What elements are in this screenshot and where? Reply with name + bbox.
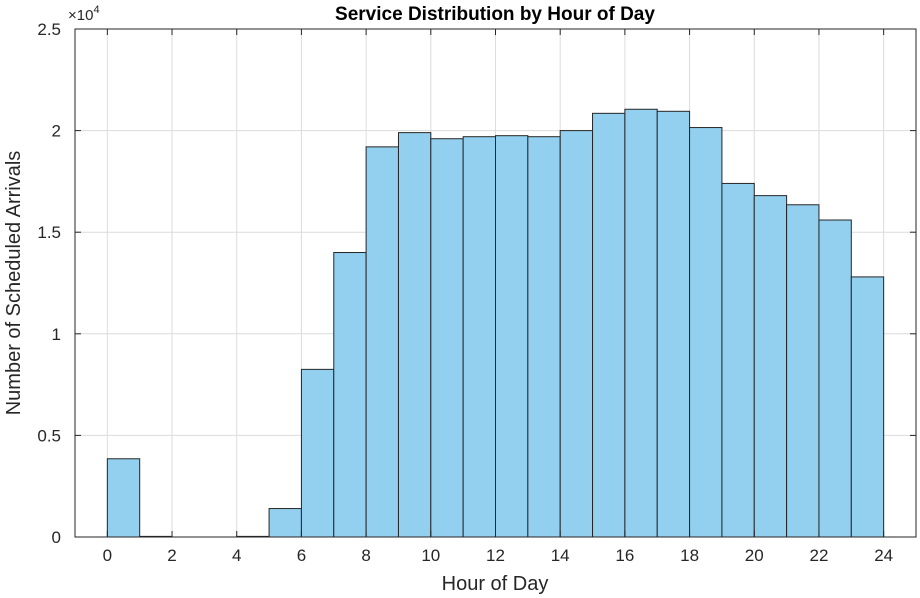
bar-hour-22 — [818, 219, 852, 538]
x-tick-label: 12 — [486, 546, 505, 565]
bar-hour-16 — [624, 108, 658, 538]
x-tick-labels: 0 2 4 6 8 10 12 14 16 18 20 22 24 — [103, 546, 894, 565]
bar-hour-20 — [753, 195, 788, 538]
axis-ticks — [75, 28, 916, 538]
y-exponent-power: 4 — [93, 4, 99, 16]
y-tick-labels: 0 0.5 1 1.5 2 2.5 — [37, 20, 61, 547]
bars — [106, 108, 885, 538]
x-axis-label: Hour of Day — [442, 573, 549, 595]
bar-hour-18 — [689, 127, 723, 538]
x-tick-label: 18 — [680, 546, 699, 565]
y-tick-label: 0.5 — [37, 426, 61, 445]
y-tick-label: 2 — [52, 122, 61, 141]
bar-hour-23 — [850, 276, 885, 538]
x-tick-label: 0 — [103, 546, 112, 565]
x-tick-label: 10 — [421, 546, 440, 565]
bar-hour-0 — [106, 458, 141, 538]
y-tick-label: 0 — [52, 528, 61, 547]
bar-hour-10 — [430, 138, 464, 538]
y-axis-exponent: ×104 — [68, 4, 100, 24]
bar-hour-6 — [300, 368, 335, 538]
bar-hour-7 — [333, 252, 367, 538]
chart-title: Service Distribution by Hour of Day — [335, 4, 655, 25]
bar-hour-12 — [495, 135, 529, 538]
bar-hour-8 — [365, 146, 399, 538]
x-tick-label: 20 — [745, 546, 764, 565]
bar-hour-5 — [268, 508, 302, 538]
x-tick-label: 22 — [810, 546, 829, 565]
y-tick-label: 2.5 — [37, 20, 61, 39]
bar-hour-17 — [656, 110, 691, 538]
x-tick-label: 2 — [167, 546, 176, 565]
x-tick-label: 16 — [615, 546, 634, 565]
bar-hour-14 — [559, 130, 594, 538]
x-tick-label: 14 — [551, 546, 570, 565]
bar-hour-9 — [397, 132, 432, 538]
x-tick-label: 8 — [361, 546, 370, 565]
x-tick-label: 24 — [874, 546, 893, 565]
x-tick-label: 6 — [297, 546, 306, 565]
bar-hour-13 — [527, 136, 561, 538]
y-axis-label: Number of Scheduled Arrivals — [3, 151, 25, 416]
x-tick-label: 4 — [232, 546, 241, 565]
bar-hour-11 — [462, 136, 496, 538]
y-tick-label: 1.5 — [37, 223, 61, 242]
bar-hour-21 — [786, 204, 820, 538]
bar-hour-19 — [721, 182, 755, 538]
y-tick-label: 1 — [52, 325, 61, 344]
bar-hour-15 — [592, 112, 626, 538]
y-exponent-base: ×10 — [68, 7, 93, 24]
